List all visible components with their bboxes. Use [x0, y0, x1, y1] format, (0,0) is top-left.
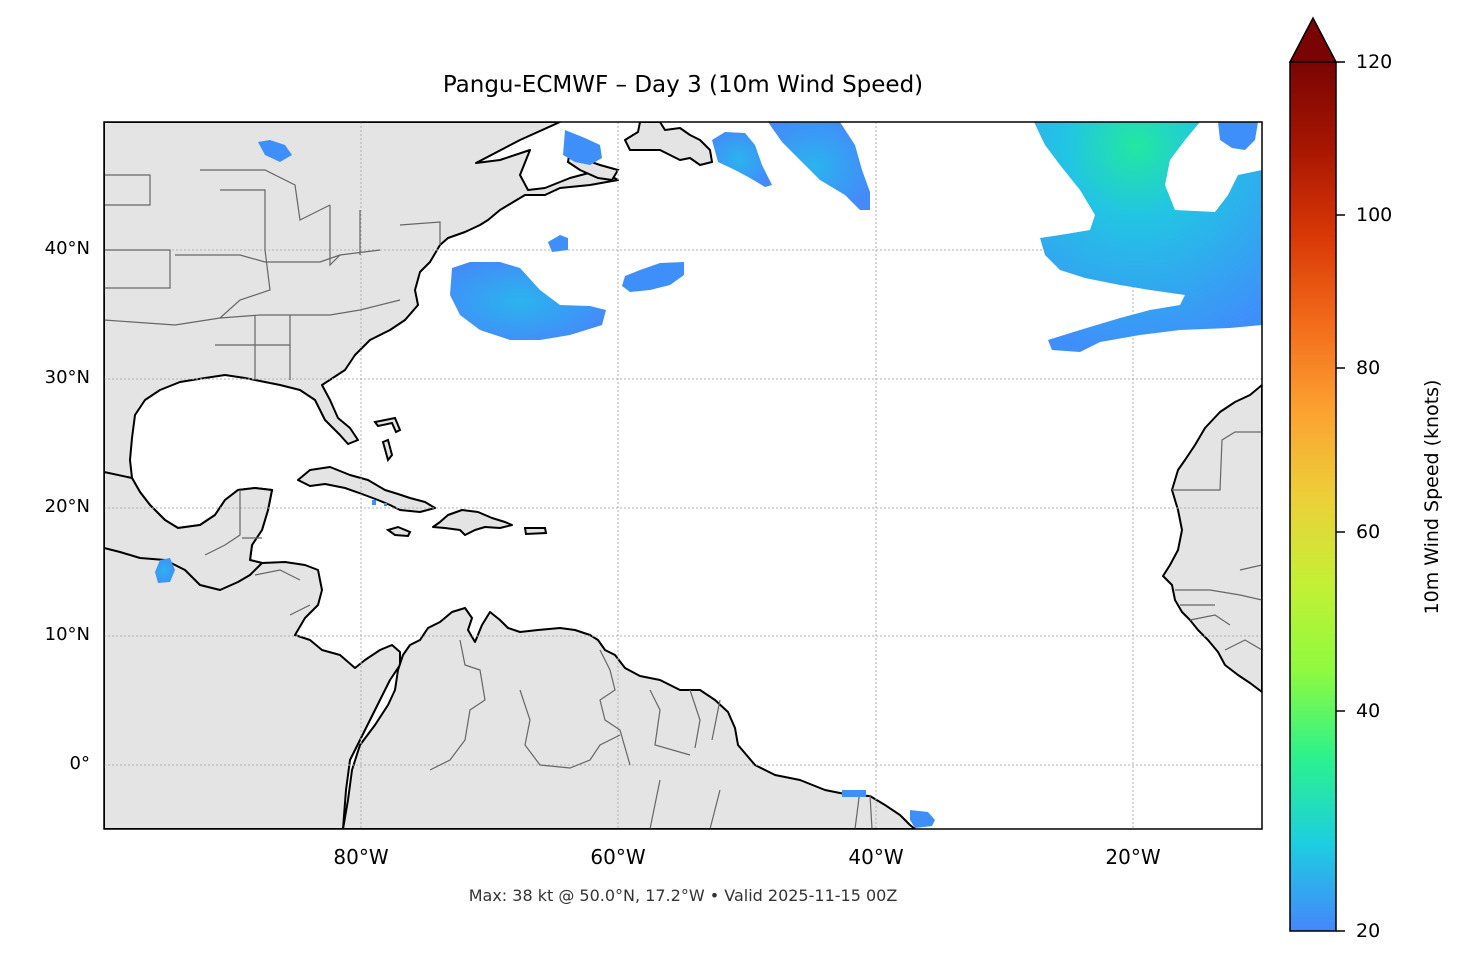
colorbar-tick-60: 60: [1356, 521, 1381, 543]
lon-tick-40w: 40°W: [848, 845, 904, 869]
colorbar-tick-100: 100: [1356, 204, 1393, 226]
wind-region-lake-superior: [258, 140, 292, 162]
land-puerto-rico: [523, 527, 548, 536]
wind-speed-field: [155, 122, 1262, 828]
land-south-america: [342, 607, 916, 829]
land-central-america: [104, 471, 273, 591]
lat-tick-10n: 10°N: [44, 624, 90, 645]
land-north-america: [104, 122, 619, 829]
wind-region-small-gulf-stream: [548, 235, 568, 252]
political-borders: [104, 169, 1262, 829]
colorbar-tick-80: 80: [1356, 357, 1381, 379]
colorbar-ticks: [1336, 61, 1345, 932]
land-jamaica: [385, 525, 412, 538]
colorbar-tick-120: 120: [1356, 51, 1393, 73]
lon-tick-20w: 20°W: [1105, 845, 1161, 869]
max-valid-caption: Max: 38 kt @ 50.0°N, 17.2°W • Valid 2025…: [468, 886, 898, 905]
wind-region-ne-atlantic: [1034, 122, 1262, 352]
lat-tick-20n: 20°N: [44, 496, 90, 517]
map-frame: [103, 121, 1263, 830]
wind-region-off-us-east-coast: [450, 262, 606, 340]
colorbar-tick-20: 20: [1356, 920, 1381, 942]
land-africa: [1162, 384, 1262, 693]
land-cuba: [297, 466, 436, 513]
wind-region-brazil-1: [842, 790, 866, 797]
lat-tick-40n: 40°N: [44, 238, 90, 259]
wind-region-south-newfoundland: [712, 132, 772, 187]
wind-region-cuba-specks: [372, 500, 387, 506]
lat-tick-30n: 30°N: [44, 367, 90, 388]
lon-tick-60w: 60°W: [590, 845, 646, 869]
lat-tick-0: 0°: [69, 753, 90, 774]
wind-region-mid-atlantic-2: [768, 122, 870, 210]
wind-region-gulf-of-st-lawrence: [563, 130, 602, 165]
colorbar: [1288, 16, 1345, 932]
wind-region-mid-atlantic-1: [622, 262, 684, 292]
wind-region-tehuantepec: [155, 558, 175, 583]
chart-title: Pangu-ECMWF – Day 3 (10m Wind Speed): [442, 72, 924, 98]
land-newfoundland: [624, 122, 713, 166]
colorbar-tick-40: 40: [1356, 700, 1381, 722]
colorbar-gradient: [1289, 61, 1337, 932]
colorbar-extend-arrow: [1288, 16, 1338, 63]
lon-tick-80w: 80°W: [333, 845, 389, 869]
colorbar-label: 10m Wind Speed (knots): [1421, 379, 1443, 615]
land-bahamas: [373, 416, 402, 463]
wind-region-ne-atlantic-top-right: [1218, 122, 1258, 150]
wind-region-brazil-2: [910, 810, 935, 828]
land-hispaniola: [432, 509, 513, 536]
